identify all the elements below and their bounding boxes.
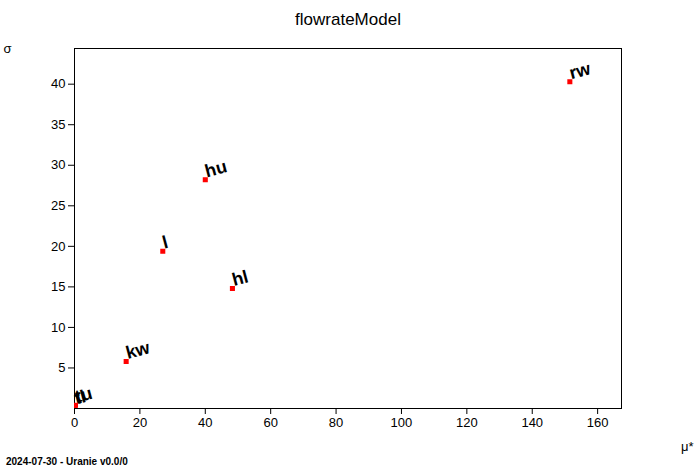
svg-text:rw: rw [567, 58, 593, 83]
svg-text:40: 40 [198, 415, 212, 430]
svg-text:140: 140 [521, 415, 543, 430]
svg-text:0: 0 [71, 415, 78, 430]
svg-text:15: 15 [51, 279, 65, 294]
svg-text:40: 40 [51, 76, 65, 91]
svg-text:σ: σ [4, 41, 12, 56]
svg-text:l: l [160, 232, 170, 253]
svg-text:60: 60 [263, 415, 277, 430]
svg-text:80: 80 [329, 415, 343, 430]
html-text:2024-07-30 - Uranie v0.0/0: 2024-07-30 - Uranie v0.0/0 [6, 456, 128, 467]
svg-text:20: 20 [133, 415, 147, 430]
svg-text:hu: hu [203, 156, 229, 181]
svg-text:5: 5 [58, 360, 65, 375]
svg-text:kw: kw [124, 337, 153, 363]
svg-text:30: 30 [51, 157, 65, 172]
svg-text:35: 35 [51, 117, 65, 132]
svg-text:20: 20 [51, 238, 65, 253]
svg-text:160: 160 [587, 415, 609, 430]
html-text:flowrateModel: flowrateModel [295, 10, 401, 29]
svg-text:μ*: μ* [681, 439, 694, 454]
svg-text:25: 25 [51, 198, 65, 213]
svg-text:10: 10 [51, 320, 65, 335]
svg-text:hl: hl [230, 266, 251, 289]
svg-text:tl: tl [72, 386, 88, 408]
svg-text:120: 120 [456, 415, 478, 430]
svg-text:100: 100 [391, 415, 413, 430]
